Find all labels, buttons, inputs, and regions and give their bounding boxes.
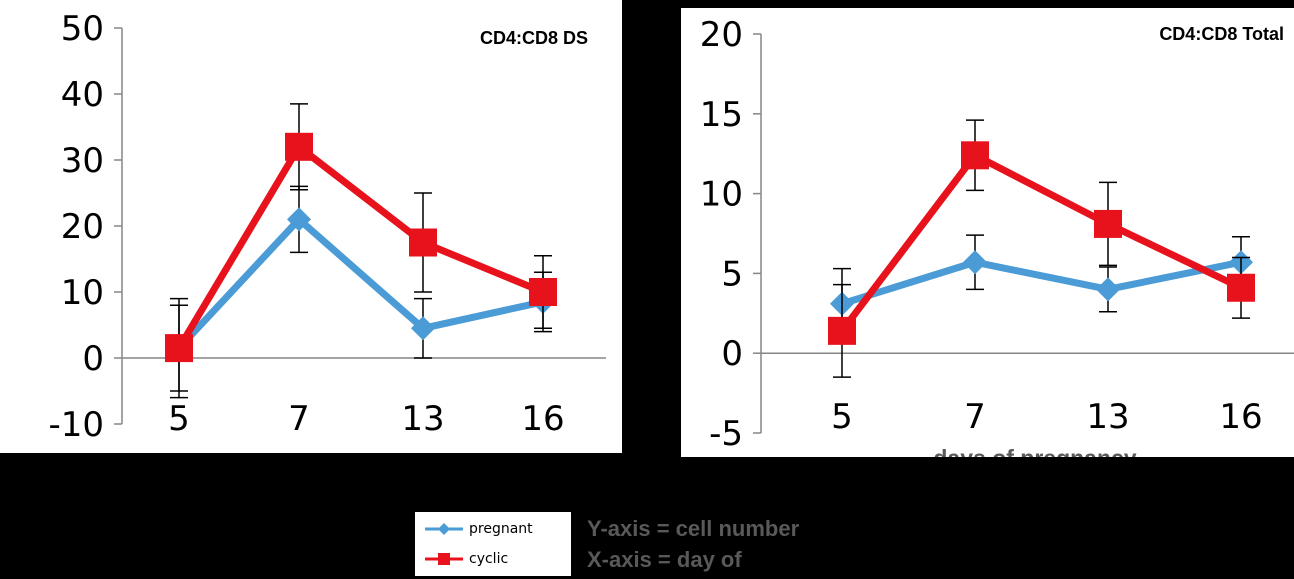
y-tick-label: 0 [721,334,743,374]
x-tick-label-5: 5 [168,399,190,439]
data-point-cyclic [1227,273,1255,302]
series-cyclic [828,119,1255,378]
square-marker-icon [425,553,463,565]
chart-title: CD4:CD8 DS [480,28,588,48]
data-point-pregnant [1096,277,1120,302]
data-point-pregnant [411,316,435,341]
y-axis-note: Y-axis = cell number [587,516,800,541]
series-line-cyclic [175,143,545,350]
x-axis-label: days of pregnancy [250,449,453,453]
y-tick-label: -5 [709,414,743,454]
legend-label-cyclic: cyclic [469,551,509,567]
data-point-cyclic [529,278,557,306]
chart-panel-cd4-cd8-total: -5 0 5 10 15 20 5 7 13 16 CD4:CD8 Total days of pre… [681,8,1294,457]
diamond-marker-icon [425,523,463,535]
data-point-cyclic [1094,209,1122,238]
legend-item-cyclic: cyclic [423,546,508,572]
x-tick-label-16: 16 [1219,397,1262,437]
chart-cd4-cd8-ds: -10 0 10 20 30 40 50 5 7 13 16 CD4:CD8 DS days of pr… [48,9,606,453]
series-pregnant [167,185,555,399]
y-tick-label: 50 [61,9,104,49]
data-point-cyclic [409,228,437,257]
data-point-cyclic [961,141,989,170]
x-tick-label-13: 13 [401,399,444,439]
y-tick-label: 0 [82,339,104,379]
series-cyclic [165,103,557,392]
y-tick-label: 15 [700,95,743,135]
y-tick-label: -10 [48,405,104,445]
y-tick-label: 5 [721,254,743,294]
chart-cd4-cd8-total: -5 0 5 10 15 20 5 7 13 16 CD4:CD8 Total days of pre… [700,15,1294,457]
x-tick-label-5: 5 [831,397,853,437]
x-tick-label-16: 16 [521,399,564,439]
data-point-cyclic [285,132,313,161]
y-tick-label: 10 [61,273,104,313]
series-pregnant [830,234,1253,340]
y-tick-label: 10 [700,175,743,215]
y-tick-label: 30 [61,141,104,181]
legend-label-pregnant: pregnant [469,521,533,537]
data-point-cyclic [828,316,856,345]
series-line-pregnant [840,258,1242,308]
data-point-cyclic [165,334,193,363]
x-tick-label-7: 7 [964,397,986,437]
series-line-cyclic [839,151,1243,333]
chart-panel-cd4-cd8-ds: -10 0 10 20 30 40 50 5 7 13 16 CD4:CD8 DS days of pr… [0,0,622,453]
legend: pregnant cyclic [415,512,571,576]
x-tick-label-7: 7 [288,399,310,439]
chart-title: CD4:CD8 Total [1159,24,1284,44]
series-line-pregnant [176,215,544,351]
x-tick-label-13: 13 [1086,397,1129,437]
x-axis-note: X-axis = day of [587,547,742,572]
data-point-pregnant [963,250,987,275]
y-tick-label: 40 [61,75,104,115]
data-point-pregnant [287,207,311,232]
y-tick-label: 20 [61,207,104,247]
legend-item-pregnant: pregnant [423,516,533,542]
x-axis-label: days of pregnancy [933,445,1136,457]
y-tick-label: 20 [700,15,743,55]
